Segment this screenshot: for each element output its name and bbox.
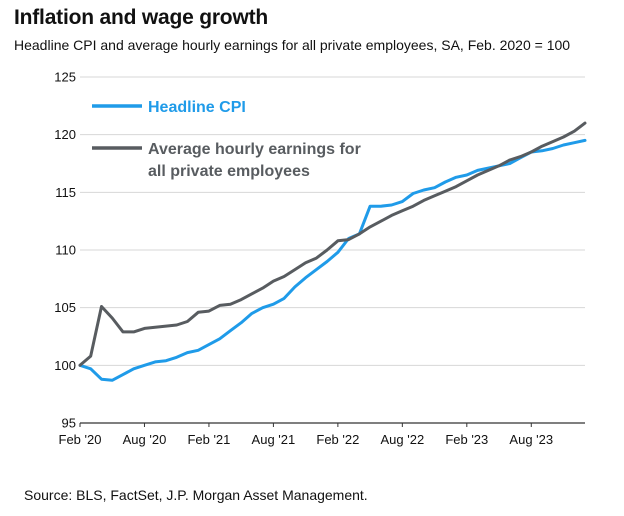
- series-lines: [78, 121, 587, 382]
- gridlines: [80, 76, 585, 366]
- x-tick-label: Aug '22: [380, 432, 424, 447]
- x-tick-label: Aug '21: [252, 432, 296, 447]
- y-tick-label: 125: [54, 70, 76, 85]
- chart-subtitle: Headline CPI and average hourly earnings…: [14, 37, 571, 53]
- x-tick-label: Feb '22: [316, 432, 359, 447]
- y-tick-label: 100: [54, 358, 76, 373]
- x-tick-label: Feb '23: [445, 432, 488, 447]
- y-tick-label: 115: [55, 185, 76, 200]
- chart-title: Inflation and wage growth: [14, 6, 268, 29]
- y-tick-label: 110: [55, 243, 76, 258]
- legend-label-average-hourly-earnings: Average hourly earnings for: [148, 141, 361, 158]
- y-tick-label: 105: [54, 300, 76, 315]
- y-tick-label: 95: [62, 416, 76, 431]
- x-tick-label: Aug '23: [509, 432, 553, 447]
- legend: Headline CPI Average hourly earnings for a…: [92, 99, 361, 180]
- series-line-average-hourly-earnings: [78, 121, 587, 367]
- x-tick-label: Feb '21: [187, 432, 230, 447]
- source-note: Source: BLS, FactSet, J.P. Morgan Asset …: [24, 487, 368, 503]
- legend-label-average-hourly-earnings: all private employees: [148, 163, 310, 180]
- y-axis: 95 100 105 110 115 120 125: [54, 70, 76, 431]
- x-axis: Feb '20 Aug '20 Feb '21 Aug '21 Feb '22 Aug '…: [59, 422, 585, 447]
- x-tick-label: Aug '20: [123, 432, 167, 447]
- legend-label-headline-cpi: Headline CPI: [148, 99, 246, 116]
- x-tick-label: Feb '20: [59, 432, 102, 447]
- y-tick-label: 120: [54, 127, 76, 142]
